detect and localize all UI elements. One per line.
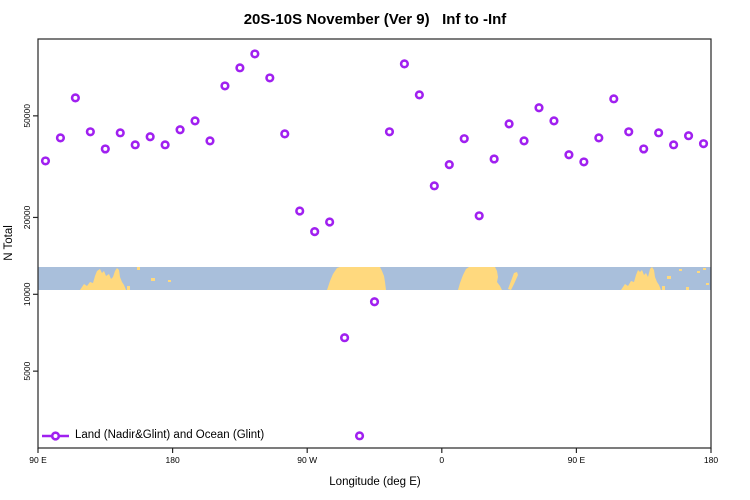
- data-point: [235, 63, 245, 73]
- data-point: [100, 144, 110, 154]
- map-band-islet: [667, 276, 671, 279]
- data-point: [399, 59, 410, 69]
- data-point: [310, 227, 320, 237]
- data-point: [504, 119, 514, 129]
- data-point: [549, 116, 559, 126]
- map-band-islet: [137, 267, 140, 270]
- data-point: [265, 73, 275, 83]
- x-axis-label: Longitude (deg E): [329, 476, 421, 488]
- map-band-islet: [151, 278, 155, 281]
- y-tick-label: 10000: [22, 282, 32, 306]
- data-point: [220, 81, 230, 91]
- data-point: [354, 431, 365, 441]
- map-band-islet: [686, 287, 689, 290]
- map-band-islet: [706, 283, 709, 285]
- map-band-land-australia-west: [80, 268, 126, 290]
- y-tick-label: 20000: [22, 205, 32, 229]
- legend-marker: [50, 431, 61, 441]
- map-band-islet: [697, 271, 700, 273]
- map-band-islet: [168, 280, 171, 282]
- y-tick-label: 50000: [22, 104, 32, 128]
- data-point: [459, 134, 469, 144]
- x-tick-label: 90 E: [568, 455, 586, 465]
- data-point: [40, 156, 51, 166]
- data-point: [534, 103, 544, 113]
- data-point: [295, 206, 305, 216]
- data-point: [698, 139, 709, 149]
- data-point: [190, 116, 200, 126]
- data-point: [654, 128, 664, 138]
- x-tick-label: 0: [439, 455, 444, 465]
- y-tick-label: 5000: [22, 361, 32, 380]
- map-band-land-madagascar: [508, 272, 518, 290]
- map-band-land-south-america: [327, 267, 386, 290]
- map-band-islet: [679, 269, 682, 271]
- data-point: [369, 297, 380, 307]
- x-tick-label: 180: [166, 455, 180, 465]
- map-band-land-africa: [458, 267, 502, 290]
- data-point: [339, 333, 350, 343]
- x-tick-label: 90 E: [29, 455, 47, 465]
- data-point: [130, 140, 140, 150]
- chart-title: 20S-10S November (Ver 9) Inf to -Inf: [243, 11, 507, 28]
- data-point: [115, 128, 125, 138]
- x-tick-label: 180: [704, 455, 718, 465]
- data-point: [609, 94, 619, 104]
- data-point: [683, 131, 694, 141]
- data-point: [519, 136, 529, 146]
- data-point: [594, 133, 604, 143]
- data-point: [325, 217, 335, 227]
- data-point: [429, 181, 439, 191]
- data-point: [250, 49, 260, 59]
- legend-label: Land (Nadir&Glint) and Ocean (Glint): [75, 429, 265, 441]
- data-point: [55, 133, 66, 143]
- data-point: [70, 93, 80, 103]
- data-point: [175, 125, 185, 135]
- map-band-land-australia-east: [621, 267, 661, 290]
- data-point: [564, 150, 574, 160]
- map-band-islet: [127, 286, 130, 290]
- data-point: [160, 140, 170, 150]
- data-point: [280, 129, 290, 139]
- x-tick-label: 90 W: [297, 455, 317, 465]
- data-point: [639, 144, 649, 154]
- map-band-islet: [662, 286, 665, 290]
- data-point: [579, 157, 589, 167]
- data-point: [669, 140, 679, 150]
- data-point: [384, 127, 395, 137]
- data-point: [85, 127, 95, 137]
- data-point: [624, 127, 634, 137]
- data-point: [489, 154, 499, 164]
- y-axis-label: N Total: [3, 225, 15, 261]
- data-point: [414, 90, 424, 100]
- plot-box: [37, 38, 712, 449]
- data-point: [474, 211, 484, 221]
- data-point: [444, 160, 454, 170]
- map-band-islet: [703, 268, 706, 270]
- data-point: [205, 136, 215, 146]
- data-point: [145, 132, 155, 142]
